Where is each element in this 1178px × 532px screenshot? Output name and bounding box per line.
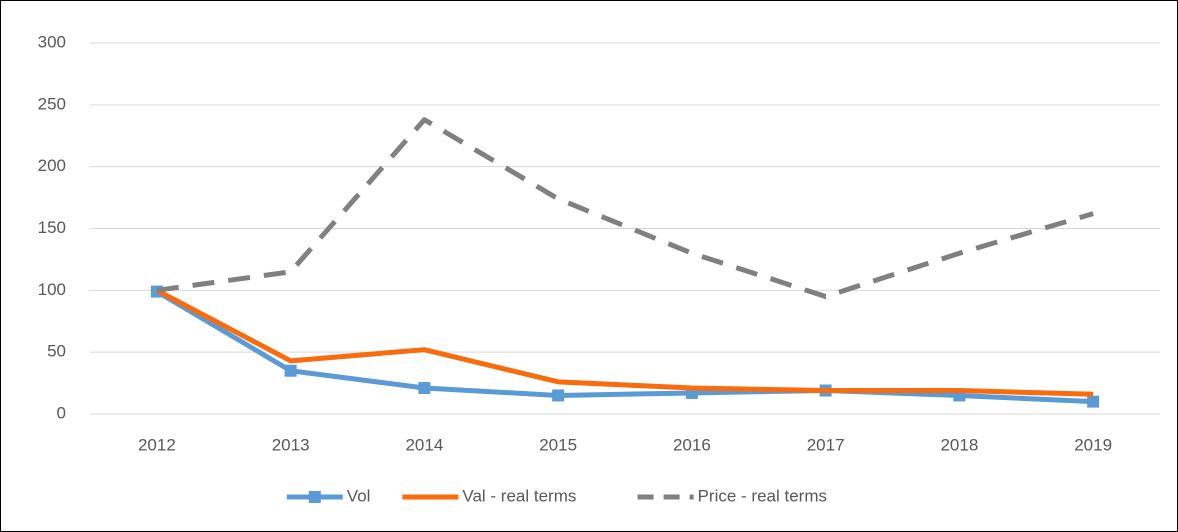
legend-label: Vol <box>347 486 371 505</box>
marker <box>552 389 565 402</box>
y-tick-label: 150 <box>38 218 66 237</box>
series-line <box>155 289 1094 405</box>
x-tick-label: 2019 <box>1074 435 1112 454</box>
y-tick-label: 200 <box>38 156 66 175</box>
y-tick-label: 50 <box>47 342 66 361</box>
x-tick-label: 2015 <box>539 435 577 454</box>
marker <box>284 364 297 377</box>
legend-label: Val - real terms <box>462 486 576 505</box>
y-tick-label: 0 <box>57 403 66 422</box>
marker <box>1087 395 1100 408</box>
y-tick-label: 250 <box>38 94 66 113</box>
x-tick-label: 2018 <box>940 435 978 454</box>
series-line <box>155 288 1094 397</box>
x-tick-label: 2017 <box>807 435 845 454</box>
x-tick-label: 2016 <box>673 435 711 454</box>
legend-label: Price - real terms <box>698 486 827 505</box>
y-tick-label: 100 <box>38 280 66 299</box>
legend-marker <box>308 491 321 503</box>
x-tick-label: 2014 <box>405 435 443 454</box>
marker <box>418 382 431 395</box>
x-tick-label: 2013 <box>272 435 310 454</box>
y-tick-label: 300 <box>38 32 66 51</box>
x-tick-label: 2012 <box>138 435 176 454</box>
